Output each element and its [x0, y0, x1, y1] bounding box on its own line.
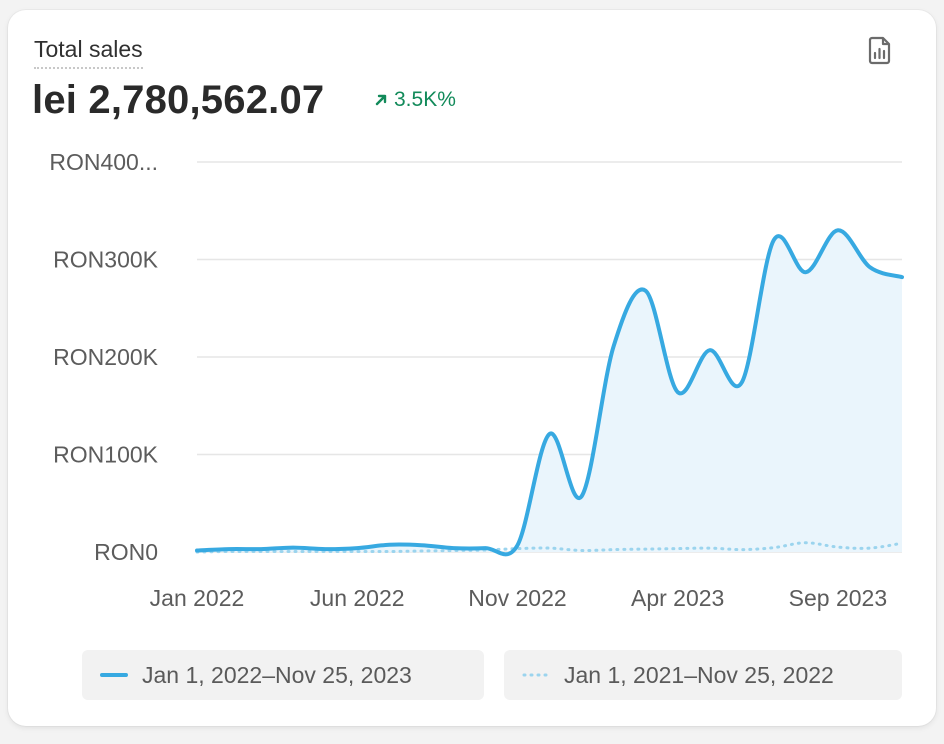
x-tick-label: Sep 2023	[789, 585, 887, 611]
arrow-up-right-icon	[375, 94, 387, 106]
previous-data-point[interactable]	[579, 548, 585, 554]
sales-line-chart: RON0 RON100K RON200K RON300K RON400... Jan 2…	[49, 149, 905, 611]
current-data-point[interactable]	[867, 264, 873, 270]
current-data-point[interactable]	[418, 542, 424, 548]
previous-data-point[interactable]	[290, 549, 296, 555]
previous-data-point[interactable]	[322, 549, 328, 555]
y-tick-label: RON100K	[53, 442, 158, 468]
previous-data-point[interactable]	[514, 546, 520, 552]
export-report-button[interactable]	[860, 30, 900, 70]
current-data-point[interactable]	[643, 288, 649, 294]
x-tick-label: Nov 2022	[468, 585, 566, 611]
current-data-point[interactable]	[803, 269, 809, 275]
current-data-point[interactable]	[899, 274, 905, 280]
y-tick-label: RON300K	[53, 247, 158, 273]
current-period-area	[197, 230, 902, 555]
current-data-point[interactable]	[386, 542, 392, 548]
previous-data-point[interactable]	[803, 540, 809, 546]
total-sales-card: Total sales lei 2,780,562.07 3.5K% RON0 R…	[8, 10, 936, 726]
previous-data-point[interactable]	[771, 545, 777, 551]
x-tick-label: Apr 2023	[631, 585, 724, 611]
legend-current-period[interactable]: Jan 1, 2022–Nov 25, 2023	[82, 650, 484, 700]
current-data-point[interactable]	[771, 237, 777, 243]
previous-data-point[interactable]	[867, 545, 873, 551]
previous-data-point[interactable]	[835, 544, 841, 550]
previous-data-point[interactable]	[386, 549, 392, 555]
current-data-point[interactable]	[675, 389, 681, 395]
previous-data-point[interactable]	[258, 549, 264, 555]
previous-data-point[interactable]	[547, 545, 553, 551]
current-data-point[interactable]	[707, 347, 713, 353]
previous-data-point[interactable]	[899, 540, 905, 546]
dotted-line-swatch	[522, 673, 550, 677]
previous-data-point[interactable]	[482, 547, 488, 553]
legend-previous-label: Jan 1, 2021–Nov 25, 2022	[564, 661, 834, 688]
current-data-point[interactable]	[739, 379, 745, 385]
change-percent: 3.5K%	[394, 88, 456, 111]
legend-previous-period[interactable]: Jan 1, 2021–Nov 25, 2022	[504, 650, 902, 700]
total-sales-value: lei 2,780,562.07	[32, 78, 325, 122]
previous-data-point[interactable]	[194, 549, 200, 555]
previous-data-point[interactable]	[354, 549, 360, 555]
previous-data-point[interactable]	[739, 547, 745, 553]
previous-data-point[interactable]	[418, 548, 424, 554]
previous-data-point[interactable]	[611, 547, 617, 553]
previous-period-line	[195, 541, 904, 554]
change-indicator: 3.5K%	[374, 88, 456, 112]
previous-data-point[interactable]	[643, 546, 649, 552]
previous-data-point[interactable]	[707, 545, 713, 551]
current-period-line	[195, 228, 904, 557]
current-data-point[interactable]	[579, 493, 585, 499]
y-tick-label: RON200K	[53, 344, 158, 370]
previous-data-point[interactable]	[450, 548, 456, 554]
card-title[interactable]: Total sales	[34, 36, 143, 69]
y-tick-label: RON400...	[49, 149, 158, 175]
x-tick-label: Jun 2022	[310, 585, 405, 611]
current-data-point[interactable]	[547, 431, 553, 437]
previous-data-point[interactable]	[675, 546, 681, 552]
x-tick-label: Jan 2022	[150, 585, 245, 611]
current-data-point[interactable]	[611, 343, 617, 349]
legend-current-label: Jan 1, 2022–Nov 25, 2023	[142, 661, 412, 688]
report-icon	[868, 36, 891, 65]
y-tick-label: RON0	[94, 539, 158, 565]
solid-line-swatch	[100, 673, 128, 677]
previous-data-point[interactable]	[226, 549, 232, 555]
current-data-point[interactable]	[835, 227, 841, 233]
